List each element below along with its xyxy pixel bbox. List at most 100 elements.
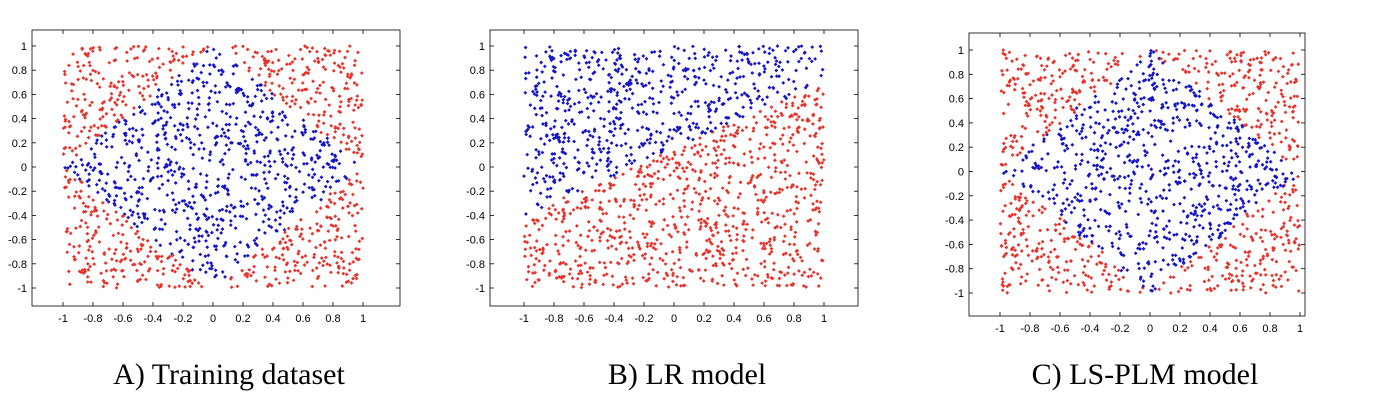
scatter-point (166, 95, 171, 100)
scatter-point (539, 205, 544, 210)
scatter-point (541, 122, 545, 126)
scatter-point (567, 108, 571, 112)
scatter-point (190, 69, 195, 73)
scatter-point (178, 88, 183, 93)
scatter-point (1191, 56, 1196, 61)
scatter-point (1114, 231, 1119, 236)
scatter-point (550, 132, 555, 137)
scatter-point (742, 211, 747, 216)
scatter-point (156, 117, 161, 122)
scatter-point (1131, 137, 1136, 142)
scatter-point (136, 84, 141, 89)
scatter-point (571, 284, 576, 289)
x-tick-label: 1 (821, 313, 827, 325)
scatter-point (789, 136, 793, 140)
scatter-point (1101, 75, 1106, 80)
scatter-point (762, 264, 767, 269)
scatter-point (1277, 277, 1282, 282)
scatter-point (740, 128, 745, 133)
scatter-point (246, 146, 251, 151)
scatter-point (727, 175, 732, 180)
scatter-point (1249, 279, 1254, 283)
scatter-point (159, 217, 164, 222)
scatter-point (1210, 232, 1215, 237)
scatter-point (1023, 279, 1028, 283)
scatter-point (760, 281, 764, 286)
scatter-point (1243, 123, 1247, 128)
scatter-point (1122, 175, 1127, 180)
scatter-point (1121, 97, 1126, 101)
scatter-point (157, 102, 162, 106)
scatter-point (1291, 115, 1296, 120)
scatter-point (1258, 261, 1263, 266)
scatter-point (1180, 246, 1185, 250)
scatter-point (1062, 148, 1067, 153)
scatter-point (808, 134, 813, 138)
scatter-point (724, 212, 728, 217)
scatter-point (631, 281, 636, 286)
scatter-point (597, 147, 602, 151)
scatter-point (1040, 239, 1045, 244)
scatter-point (1080, 158, 1084, 163)
x-tick-label: 0.8 (325, 313, 340, 325)
scatter-point (315, 124, 320, 129)
scatter-point (333, 125, 338, 129)
scatter-point (694, 80, 699, 85)
scatter-point (782, 94, 787, 99)
scatter-point (321, 165, 326, 169)
scatter-point (267, 223, 271, 228)
x-tick-label: 0 (671, 313, 677, 325)
scatter-point (1121, 275, 1126, 280)
scatter-point (703, 224, 708, 229)
y-tick-label: 0.4 (949, 118, 964, 130)
scatter-point (87, 172, 92, 177)
scatter-point (578, 254, 582, 259)
scatter-point (702, 179, 707, 184)
scatter-point (1148, 229, 1153, 233)
scatter-point (524, 277, 529, 282)
scatter-point (587, 60, 592, 65)
scatter-point (742, 163, 747, 168)
scatter-point (811, 172, 816, 177)
scatter-point (1225, 125, 1230, 130)
scatter-point (573, 49, 578, 54)
scatter-point (204, 217, 209, 222)
scatter-point (549, 212, 554, 217)
scatter-point (1004, 169, 1009, 174)
scatter-point (1046, 151, 1050, 156)
scatter-point (1116, 109, 1121, 114)
scatter-point (246, 120, 251, 125)
scatter-point (341, 133, 346, 137)
scatter-point (97, 133, 101, 138)
scatter-point (104, 138, 109, 142)
scatter-point (564, 57, 569, 62)
scatter-point (799, 44, 804, 49)
scatter-point (811, 201, 815, 206)
scatter-point (243, 139, 248, 144)
scatter-point (150, 121, 155, 126)
scatter-point (179, 79, 184, 84)
scatter-point (524, 212, 528, 216)
scatter-point (150, 74, 155, 78)
scatter-point (1035, 107, 1040, 111)
scatter-point (684, 117, 689, 122)
scatter-point (612, 61, 617, 66)
scatter-point (1031, 189, 1035, 194)
scatter-point (619, 240, 624, 245)
scatter-point (535, 68, 539, 72)
scatter-point (704, 162, 708, 167)
scatter-point (279, 66, 284, 71)
scatter-point (1279, 274, 1283, 278)
scatter-point (140, 243, 145, 248)
scatter-point (1062, 177, 1067, 182)
scatter-point (313, 99, 318, 104)
scatter-point (1113, 62, 1118, 66)
scatter-point (714, 263, 719, 268)
scatter-point (590, 238, 594, 243)
scatter-point (772, 152, 777, 157)
scatter-point (1051, 79, 1056, 83)
scatter-point (782, 158, 787, 163)
scatter-point (619, 256, 624, 261)
scatter-point (781, 239, 786, 244)
scatter-point (1227, 276, 1232, 281)
